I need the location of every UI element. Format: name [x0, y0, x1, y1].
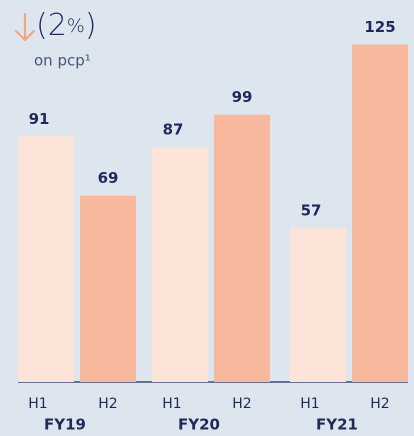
value-label: 69	[98, 169, 119, 187]
headline-part: (2	[36, 8, 67, 43]
headline: (2%)	[36, 8, 97, 43]
category-label: FY21	[316, 416, 358, 434]
bar	[18, 136, 74, 382]
series-label: H1	[28, 396, 47, 412]
series-label: H2	[98, 396, 117, 412]
headline-part: )	[85, 8, 97, 43]
series-label: H1	[300, 396, 319, 412]
bar	[80, 195, 136, 382]
subtitle: on pcp¹	[34, 52, 91, 70]
down-arrow	[14, 12, 36, 42]
series-label: H2	[370, 396, 389, 412]
category-label: FY20	[178, 416, 220, 434]
bar	[290, 228, 346, 382]
value-label: 99	[232, 88, 253, 106]
value-label: 87	[163, 121, 184, 139]
series-label: H1	[162, 396, 181, 412]
value-label: 57	[301, 202, 322, 220]
bar	[152, 147, 208, 382]
bar	[352, 44, 408, 382]
headline-part: %	[67, 15, 85, 37]
value-label: 125	[364, 18, 395, 36]
value-label: 91	[29, 110, 50, 128]
series-label: H2	[232, 396, 251, 412]
category-label: FY19	[44, 416, 86, 434]
bar	[214, 114, 270, 382]
